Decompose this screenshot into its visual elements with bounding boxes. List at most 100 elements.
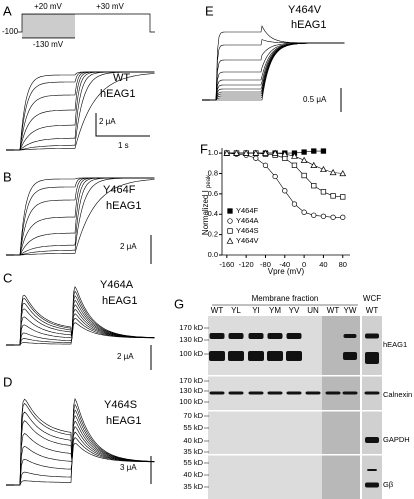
construct-label: Y464V xyxy=(288,4,322,16)
band xyxy=(365,437,379,443)
x-tick-label: 40 xyxy=(319,260,327,269)
marker xyxy=(272,173,278,180)
mw-label: 130 kD xyxy=(179,386,203,395)
marker xyxy=(329,168,337,176)
group-label: WCF xyxy=(363,294,381,303)
band xyxy=(365,352,379,364)
marker xyxy=(300,156,308,163)
legend-marker xyxy=(227,228,233,234)
band xyxy=(248,391,264,395)
mw-label: 170 kD xyxy=(179,323,203,332)
band xyxy=(343,334,357,338)
lane-label: WT xyxy=(211,306,224,315)
current-trace xyxy=(210,42,345,101)
mw-label: 100 kD xyxy=(179,397,203,406)
scale-label: 2 μA xyxy=(99,117,116,126)
current-trace xyxy=(14,304,155,346)
scale-label: 1 s xyxy=(118,141,129,150)
marker xyxy=(281,150,289,157)
scale-label: 2 μA xyxy=(117,352,134,361)
band xyxy=(367,469,377,471)
band xyxy=(286,391,302,395)
current-trace xyxy=(14,71,155,151)
y-tick-label: 0.2 xyxy=(208,230,218,239)
marker xyxy=(320,189,327,195)
marker xyxy=(340,194,346,200)
band xyxy=(365,482,379,488)
mw-label: 40 kD xyxy=(183,436,203,445)
voltage-label: -130 mV xyxy=(33,40,64,49)
band-label: hEAG1 xyxy=(383,340,407,349)
mw-label: 170 kD xyxy=(179,376,203,385)
legend-marker xyxy=(226,237,234,244)
marker xyxy=(253,155,259,161)
marker xyxy=(301,209,307,215)
band xyxy=(342,391,358,395)
construct-label: Y464A xyxy=(100,279,134,291)
band-label: GAPDH xyxy=(383,435,410,444)
panel-letter: E xyxy=(205,3,214,18)
mw-label: 70 kD xyxy=(183,411,203,420)
band xyxy=(228,333,244,339)
legend-marker xyxy=(227,208,233,214)
marker xyxy=(291,201,298,207)
protocol xyxy=(18,13,155,39)
current-trace xyxy=(14,294,155,346)
band xyxy=(228,351,244,361)
marker xyxy=(242,149,250,156)
scale-label: 0.5 μA xyxy=(303,95,327,104)
legend-label: Y464V xyxy=(236,236,259,245)
marker xyxy=(311,183,317,189)
group-label: Membrane fraction xyxy=(252,294,319,303)
legend-label: Y464S xyxy=(236,226,259,235)
x-tick-label: 0 xyxy=(302,260,306,269)
scale-label: 2 μA xyxy=(120,242,137,251)
mw-label: 55 kD xyxy=(183,423,203,432)
plot: -160 -120 -80 -40 0 40 80 0.0 0.2 0.4 0.6 0.8 1.0 Y46… xyxy=(208,148,350,269)
voltage-label: -100 xyxy=(2,27,19,36)
mw-label: 55 kD xyxy=(183,458,203,467)
y-tick-label: 0.4 xyxy=(208,209,218,218)
protocol-steps xyxy=(22,14,75,38)
marker xyxy=(320,148,327,154)
marker xyxy=(271,149,279,156)
marker xyxy=(282,188,288,194)
band xyxy=(228,391,244,395)
y-tick-label: 0.8 xyxy=(208,168,218,177)
mw-label: 130 kD xyxy=(179,335,203,344)
construct-label: Y464F xyxy=(103,184,136,196)
x-tick-label: -40 xyxy=(279,260,290,269)
band xyxy=(209,351,225,361)
marker xyxy=(262,149,269,156)
voltage-label: +20 mV xyxy=(34,2,62,11)
band xyxy=(286,333,302,339)
channel-label: hEAG1 xyxy=(102,295,137,307)
band-label: Calnexin xyxy=(383,390,412,399)
band xyxy=(209,333,225,339)
band xyxy=(248,333,264,339)
channel-label: hEAG1 xyxy=(100,88,135,100)
marker xyxy=(262,162,269,168)
current-trace xyxy=(210,25,345,101)
lane-label: WT xyxy=(327,306,340,315)
current-trace xyxy=(14,177,155,256)
band xyxy=(267,333,283,339)
marker xyxy=(320,165,327,173)
panel-letter: C xyxy=(3,270,12,285)
band xyxy=(286,351,302,361)
marker xyxy=(223,149,231,156)
marker xyxy=(252,149,260,156)
marker xyxy=(301,172,307,179)
marker xyxy=(320,213,327,219)
band xyxy=(365,333,379,339)
voltage-label: +30 mV xyxy=(96,2,124,11)
panel-letter: G xyxy=(174,296,184,311)
legend-label: Y464A xyxy=(236,216,259,225)
x-tick-label: 80 xyxy=(339,260,347,269)
lane-label: UN xyxy=(307,306,319,315)
panel-letter: A xyxy=(3,3,12,18)
scale-label: 3 μA xyxy=(120,463,137,472)
channel-label: hEAG1 xyxy=(106,415,141,427)
current-trace xyxy=(14,179,155,256)
y-tick-label: 0.0 xyxy=(208,250,218,259)
